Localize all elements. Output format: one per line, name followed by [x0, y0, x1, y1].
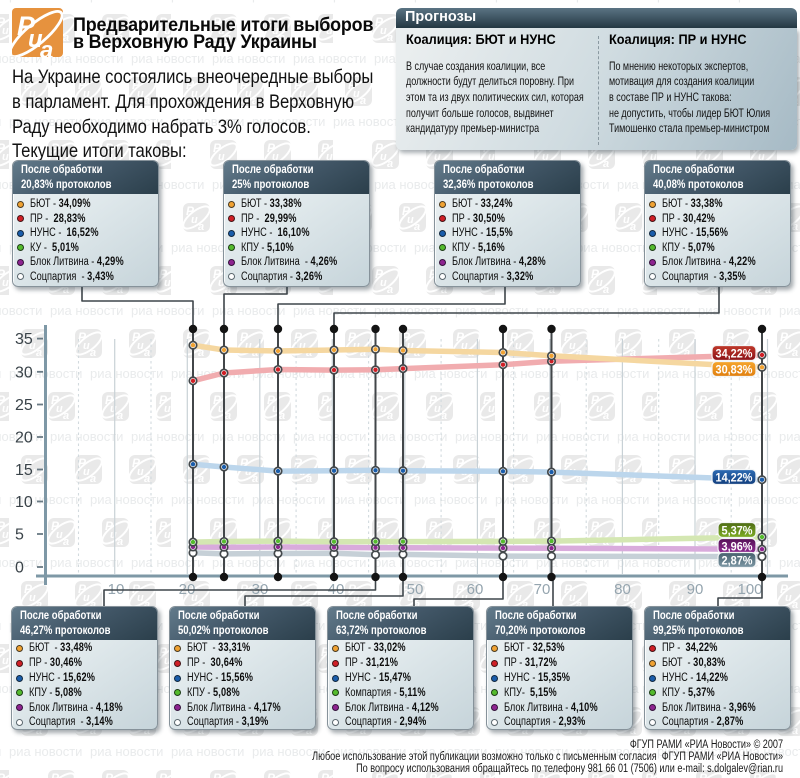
svg-text:35: 35 [15, 331, 33, 348]
svg-text:50: 50 [407, 581, 424, 598]
svg-text:30,83%: 30,83% [716, 362, 753, 376]
svg-text:15: 15 [15, 462, 33, 479]
svg-text:3,96%: 3,96% [722, 539, 753, 553]
svg-text:30: 30 [15, 364, 33, 381]
svg-text:а: а [40, 37, 53, 57]
svg-text:0: 0 [15, 560, 24, 577]
svg-text:20: 20 [15, 430, 33, 447]
svg-text:и: и [28, 26, 43, 53]
svg-text:100: 100 [737, 581, 762, 598]
svg-text:80: 80 [614, 581, 631, 598]
svg-text:10: 10 [15, 494, 33, 511]
svg-text:60: 60 [467, 581, 484, 598]
svg-text:70: 70 [534, 581, 551, 598]
svg-text:2,87%: 2,87% [722, 553, 753, 567]
svg-text:5: 5 [15, 527, 24, 544]
svg-text:34,22%: 34,22% [716, 346, 753, 360]
svg-text:14,22%: 14,22% [716, 470, 753, 484]
svg-text:25: 25 [15, 397, 33, 414]
svg-text:90: 90 [687, 581, 704, 598]
svg-text:5,37%: 5,37% [722, 523, 753, 537]
svg-text:Р: Р [17, 11, 36, 41]
